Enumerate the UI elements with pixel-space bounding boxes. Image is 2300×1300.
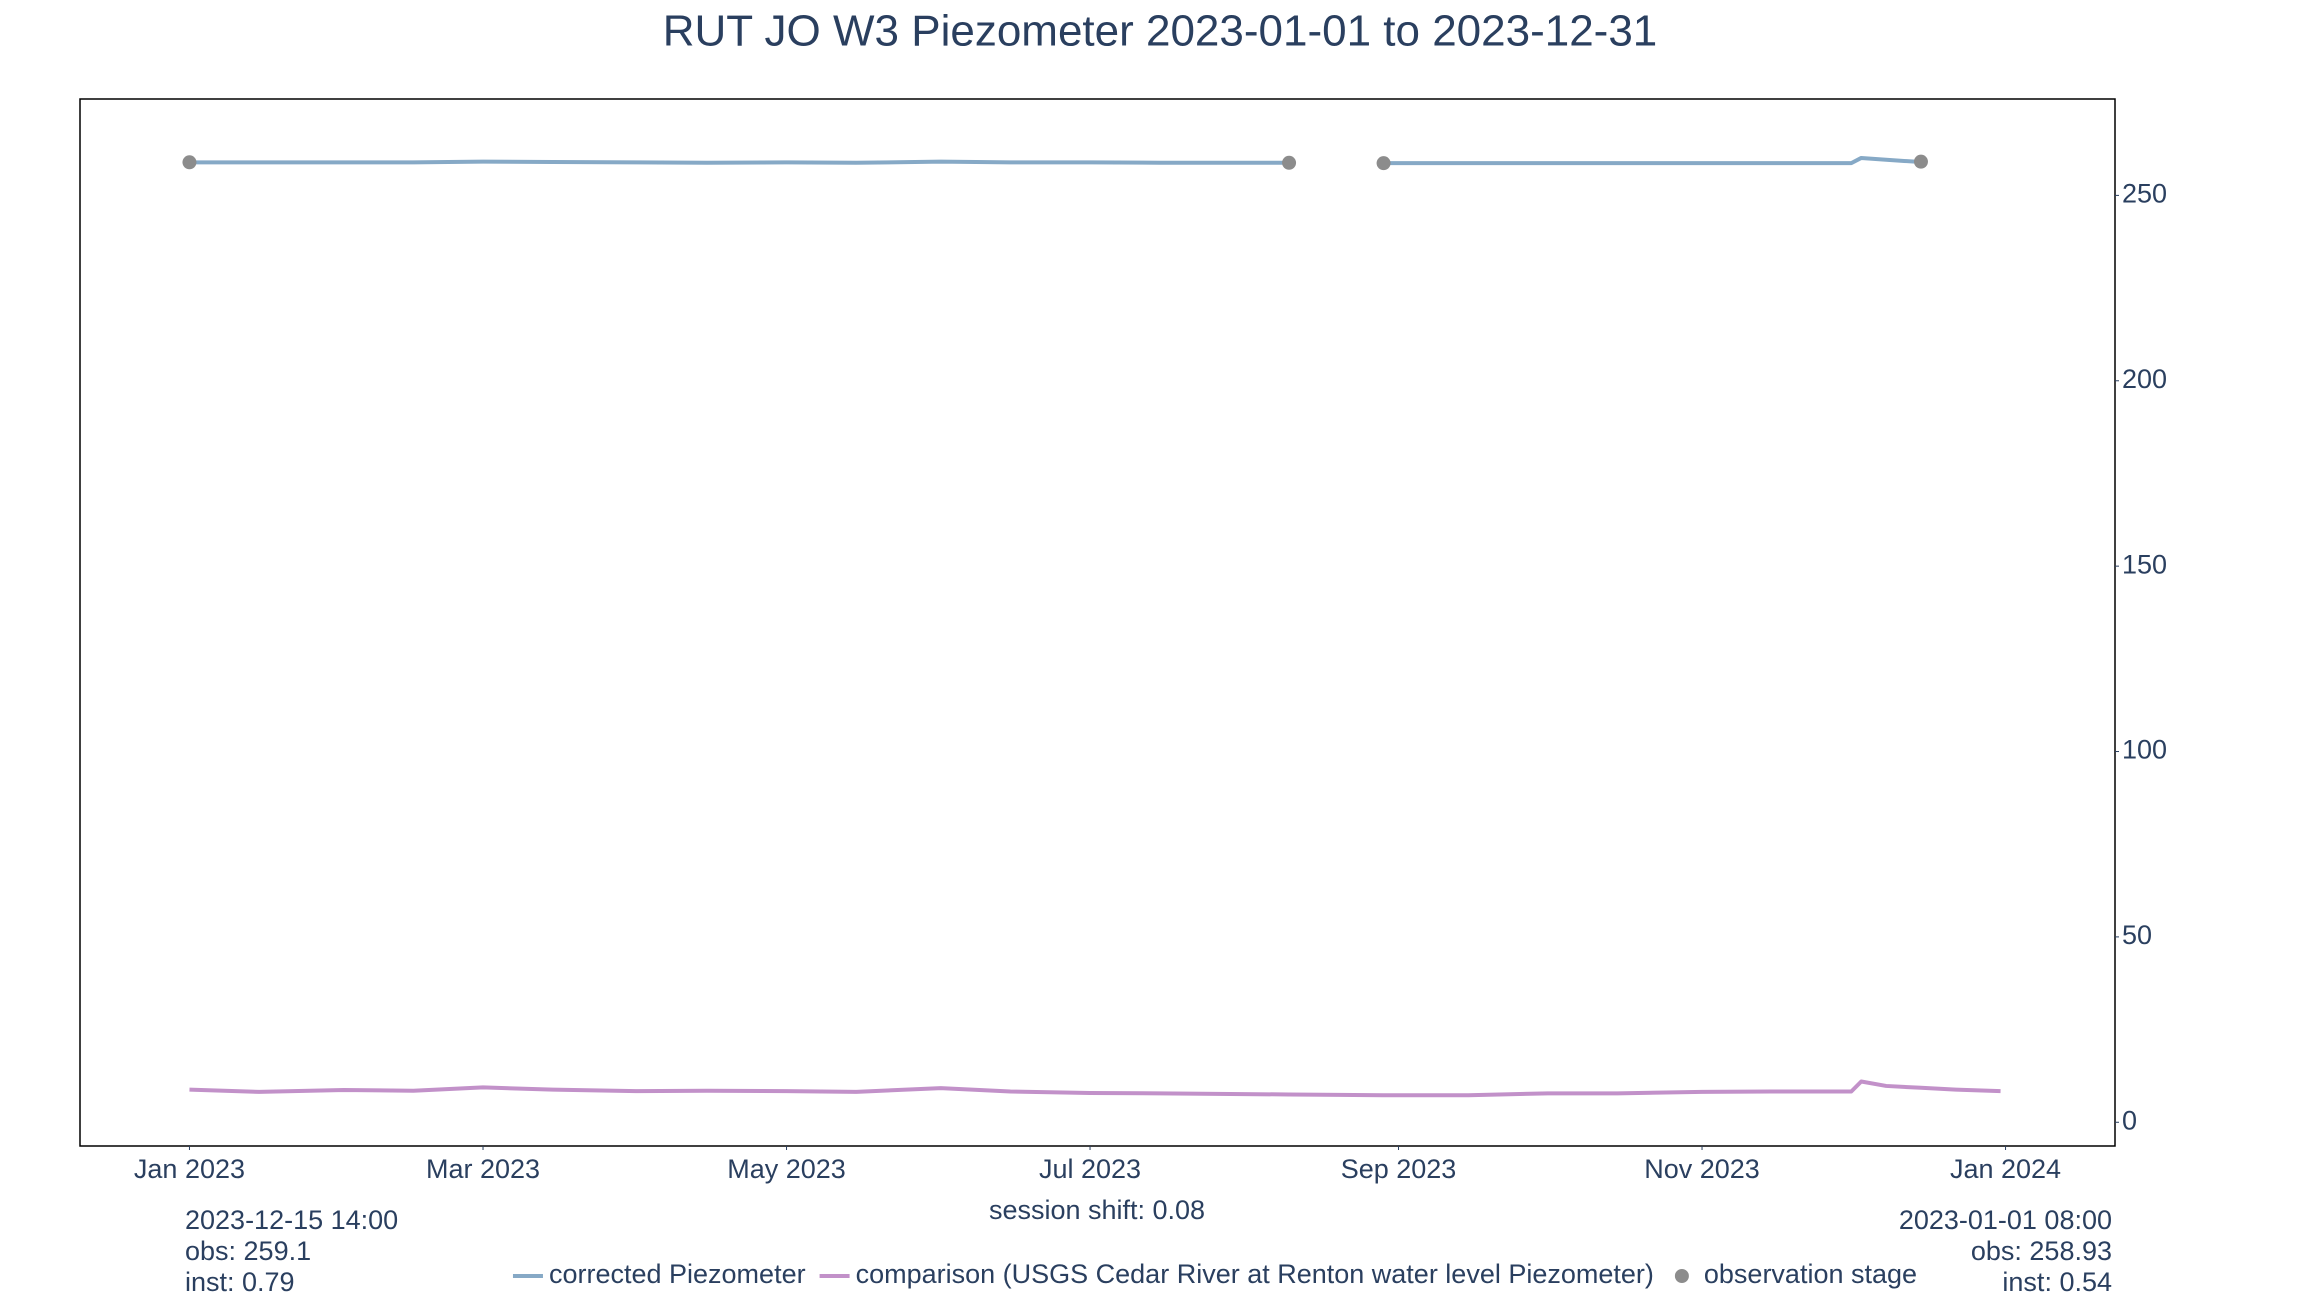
annotation: 2023-01-01 08:00 [1899, 1205, 2112, 1235]
x-tick-label: Mar 2023 [426, 1154, 540, 1184]
legend-marker [1674, 1269, 1689, 1283]
annotation: offset: 258.39 [1949, 1298, 2112, 1300]
legend: corrected Piezometer comparison (USGS Ced… [512, 1259, 1917, 1289]
observation-marker [1913, 154, 1928, 169]
x-tick-label: Jan 2023 [134, 1154, 245, 1184]
y-tick-label: 200 [2122, 364, 2167, 394]
observation-marker [182, 155, 197, 170]
x-tick-label: Jan 2024 [1950, 1154, 2061, 1184]
annotation: inst: 0.54 [2002, 1267, 2112, 1297]
legend-label: observation stage [1704, 1259, 1917, 1289]
y-tick-label: 0 [2122, 1105, 2137, 1135]
annotation: offset: 258.31 [185, 1298, 348, 1300]
x-tick-label: Jul 2023 [1039, 1154, 1141, 1184]
y-tick-label: 50 [2122, 920, 2152, 950]
x-tick-label: Sep 2023 [1341, 1154, 1457, 1184]
legend-label: comparison (USGS Cedar River at Renton w… [856, 1259, 1654, 1289]
y-tick-label: 250 [2122, 179, 2167, 209]
observation-marker [1376, 156, 1391, 171]
observation-marker [1282, 155, 1297, 170]
annotation: obs: 258.93 [1971, 1236, 2112, 1266]
x-tick-label: May 2023 [727, 1154, 846, 1184]
annotation: inst: 0.79 [185, 1267, 295, 1297]
legend-label: corrected Piezometer [549, 1259, 806, 1289]
series-line [189, 155, 1922, 166]
annotation: session shift: 0.08 [989, 1195, 1205, 1225]
x-tick-label: Nov 2023 [1644, 1154, 1760, 1184]
plot-frame [79, 98, 2116, 1147]
annotation: obs: 259.1 [185, 1236, 311, 1266]
y-tick-label: 150 [2122, 549, 2167, 579]
annotation: 2023-12-15 14:00 [185, 1205, 398, 1235]
y-tick-label: 100 [2122, 735, 2167, 765]
chart-title: RUT JO W3 Piezometer 2023-01-01 to 2023-… [663, 7, 1658, 56]
series-line [189, 1079, 2001, 1098]
